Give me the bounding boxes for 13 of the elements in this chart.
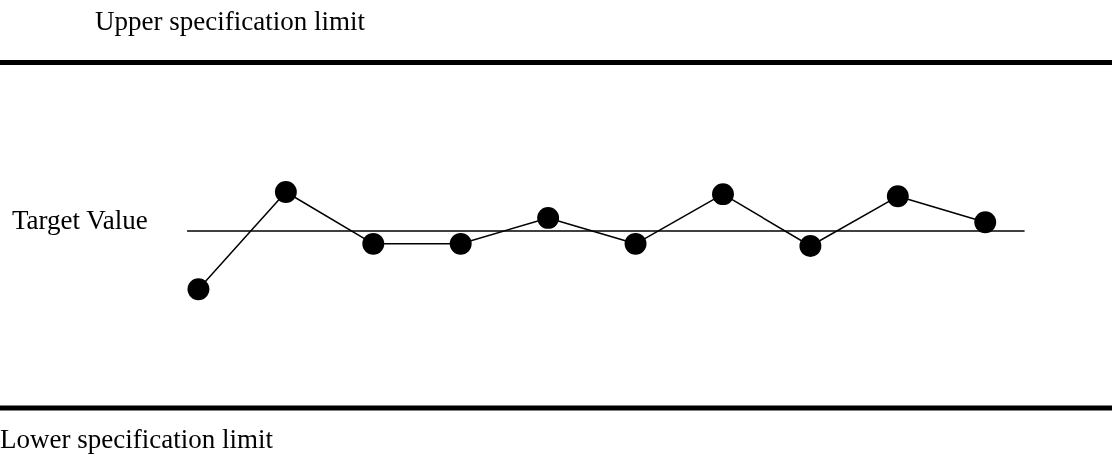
- point: [187, 278, 210, 301]
- ref-line-label: Target Value: [12, 205, 148, 235]
- point: [274, 181, 297, 203]
- point: [974, 211, 997, 234]
- ref-line-label: Upper specification limit: [95, 6, 366, 36]
- point: [624, 232, 647, 255]
- point: [537, 206, 560, 229]
- ref-line-label: Lower specification limit: [0, 424, 274, 454]
- point: [362, 232, 385, 255]
- point: [712, 183, 734, 206]
- point: [799, 235, 822, 257]
- point: [449, 232, 472, 255]
- point: [886, 185, 909, 208]
